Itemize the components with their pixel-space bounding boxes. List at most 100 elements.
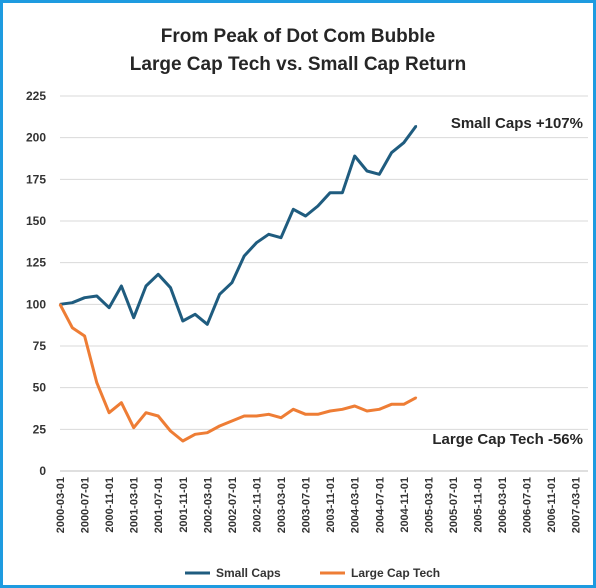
data-point-small-caps <box>230 281 233 284</box>
data-point-small-caps <box>255 241 258 244</box>
data-point-small-caps <box>353 155 356 157</box>
data-point-small-caps <box>144 285 147 287</box>
x-tick-label: 2005-11-01 <box>472 477 484 533</box>
series-lines <box>58 125 418 443</box>
data-point-small-caps <box>316 205 319 207</box>
x-tick-label: 2006-03-01 <box>497 477 509 533</box>
data-point-large-cap-tech <box>304 413 307 416</box>
data-point-large-cap-tech <box>59 303 61 306</box>
data-point-small-caps <box>83 296 86 299</box>
y-axis-ticks: 0 25 50 75 100 125 150 175 200 225 <box>26 89 46 478</box>
x-tick-label: 2005-03-01 <box>423 477 435 533</box>
data-point-large-cap-tech <box>292 408 295 411</box>
data-point-small-caps <box>267 233 270 236</box>
x-tick-label: 2004-11-01 <box>399 477 411 533</box>
data-point-small-caps <box>120 285 123 287</box>
x-tick-label: 2006-11-01 <box>546 477 558 533</box>
data-point-small-caps <box>341 191 344 194</box>
data-point-large-cap-tech <box>390 403 393 406</box>
x-tick-label: 2003-07-01 <box>301 477 313 533</box>
x-tick-label: 2007-03-01 <box>571 477 583 533</box>
data-point-large-cap-tech <box>402 403 405 406</box>
data-point-large-cap-tech <box>120 401 123 404</box>
y-tick-label: 25 <box>33 422 47 436</box>
data-point-small-caps <box>243 255 246 257</box>
data-point-small-caps <box>365 170 368 172</box>
data-point-small-caps <box>108 306 111 309</box>
data-point-small-caps <box>378 173 381 176</box>
legend: Small Caps Large Cap Tech <box>185 566 440 580</box>
data-point-large-cap-tech <box>415 396 418 399</box>
data-point-small-caps <box>71 301 74 304</box>
data-point-large-cap-tech <box>255 415 258 417</box>
data-point-large-cap-tech <box>181 440 184 442</box>
data-point-small-caps <box>390 151 393 154</box>
data-point-small-caps <box>194 313 197 316</box>
data-point-small-caps <box>218 293 221 296</box>
x-tick-label: 2002-07-01 <box>227 477 239 533</box>
data-point-small-caps <box>402 141 405 144</box>
x-tick-label: 2004-03-01 <box>350 477 362 533</box>
x-tick-label: 2003-11-01 <box>325 477 337 533</box>
x-tick-label: 2004-07-01 <box>374 477 386 533</box>
data-point-small-caps <box>280 236 283 239</box>
data-point-small-caps <box>157 273 160 276</box>
legend-label-large-cap-tech: Large Cap Tech <box>351 566 440 580</box>
data-point-large-cap-tech <box>132 426 135 429</box>
data-point-large-cap-tech <box>267 413 270 416</box>
series-line-small-caps <box>59 125 418 326</box>
data-point-small-caps <box>206 323 209 326</box>
y-tick-label: 125 <box>26 256 46 270</box>
x-tick-label: 2001-07-01 <box>153 477 165 533</box>
data-point-large-cap-tech <box>218 425 221 427</box>
annotation-small-caps: Small Caps +107% <box>451 115 583 132</box>
data-point-large-cap-tech <box>194 433 197 436</box>
data-point-small-caps <box>304 215 307 217</box>
chart-title-line-1: From Peak of Dot Com Bubble <box>160 26 436 47</box>
x-tick-label: 2002-11-01 <box>251 477 263 533</box>
data-point-large-cap-tech <box>341 408 344 411</box>
x-tick-label: 2000-03-01 <box>55 477 67 533</box>
x-tick-label: 2002-03-01 <box>202 477 214 533</box>
data-point-small-caps <box>329 191 332 194</box>
x-tick-label: 2000-07-01 <box>80 477 92 533</box>
data-point-large-cap-tech <box>108 411 111 414</box>
x-tick-label: 2000-11-01 <box>104 477 116 533</box>
x-tick-label: 2006-07-01 <box>522 477 534 533</box>
data-point-small-caps <box>181 320 184 322</box>
data-point-large-cap-tech <box>316 413 319 416</box>
data-point-large-cap-tech <box>169 430 172 432</box>
data-point-large-cap-tech <box>280 416 283 419</box>
data-point-large-cap-tech <box>71 326 74 329</box>
data-point-large-cap-tech <box>378 408 381 411</box>
data-point-small-caps <box>169 286 172 289</box>
x-tick-label: 2003-03-01 <box>276 477 288 533</box>
annotation-large-cap-tech: Large Cap Tech -56% <box>432 431 583 448</box>
y-tick-label: 50 <box>33 381 47 395</box>
data-point-small-caps <box>292 208 295 211</box>
data-point-large-cap-tech <box>95 381 98 384</box>
x-tick-label: 2001-11-01 <box>178 477 190 533</box>
y-tick-label: 225 <box>26 89 46 103</box>
legend-label-small-caps: Small Caps <box>216 566 281 580</box>
data-point-small-caps <box>415 125 418 127</box>
y-tick-label: 150 <box>26 214 46 228</box>
data-point-large-cap-tech <box>144 411 147 414</box>
data-point-small-caps <box>95 295 98 297</box>
data-point-large-cap-tech <box>243 415 246 417</box>
x-tick-label: 2001-03-01 <box>129 477 141 533</box>
gridlines <box>60 95 588 472</box>
x-axis-ticks: 2000-03-01 2000-07-01 2000-11-01 2001-03-01… <box>55 477 583 533</box>
y-tick-label: 0 <box>39 464 46 478</box>
series-line-large-cap-tech <box>58 303 417 443</box>
data-point-large-cap-tech <box>157 415 160 417</box>
data-point-large-cap-tech <box>83 335 86 337</box>
y-tick-label: 175 <box>26 172 46 186</box>
data-point-large-cap-tech <box>365 410 368 412</box>
x-tick-label: 2005-07-01 <box>448 477 460 533</box>
data-point-large-cap-tech <box>353 405 356 407</box>
y-tick-label: 200 <box>26 131 46 145</box>
y-tick-label: 100 <box>26 297 46 311</box>
y-tick-label: 75 <box>33 339 47 353</box>
